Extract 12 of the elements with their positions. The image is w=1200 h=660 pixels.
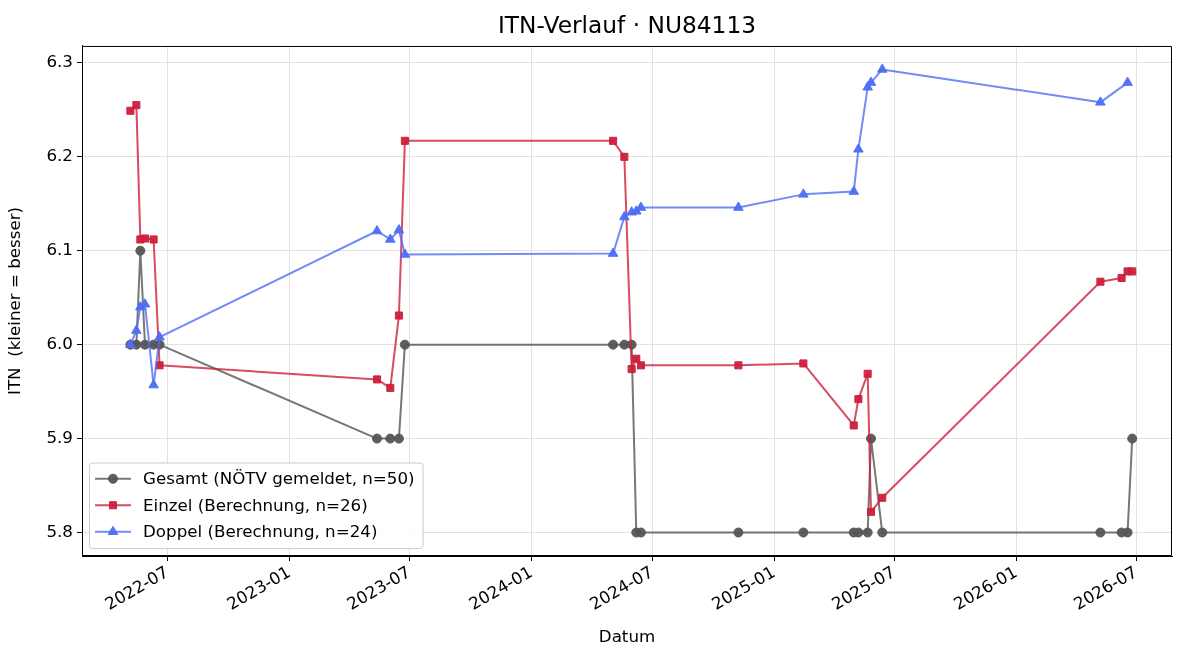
y-tick-label: 6.0 [46,332,73,353]
legend-label: Doppel (Berechnung, n=24) [143,521,378,542]
y-tick-label: 6.1 [46,239,73,260]
y-axis-title: ITN (kleiner = besser) [4,206,25,396]
y-tick-label: 5.8 [46,520,73,541]
chart-title: ITN-Verlauf · NU84113 [497,11,757,39]
y-tick-label: 5.9 [46,426,73,447]
x-axis-title: Datum [598,626,656,647]
y-tick-label: 6.2 [46,145,73,166]
legend-label: Gesamt (NÖTV gemeldet, n=50) [143,468,415,489]
legend-label: Einzel (Berechnung, n=26) [143,494,368,515]
y-tick-label: 6.3 [46,51,73,72]
